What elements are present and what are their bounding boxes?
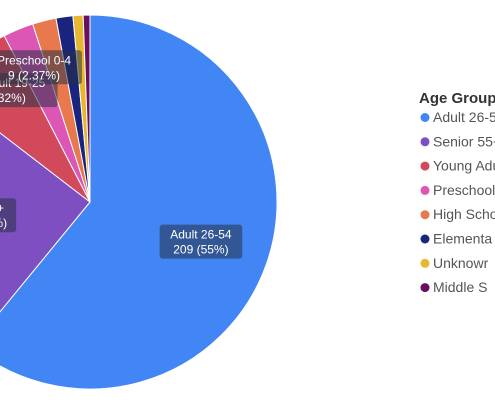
legend-label: Unknowr xyxy=(433,255,489,271)
legend-label: Preschool 0-4 xyxy=(433,182,495,198)
legend-item-elementary[interactable]: Elementa xyxy=(420,231,493,247)
slice-label-name: Preschool 0-4 xyxy=(0,53,71,67)
legend-item-senior-55[interactable]: Senior 55+ xyxy=(420,133,495,149)
slice-label-value: 9 (2.37%) xyxy=(8,68,60,82)
slice-label-name: Senior 55+ xyxy=(0,201,4,215)
pie-slice-adult-26-54[interactable] xyxy=(0,14,278,390)
pie-slice-senior-55[interactable] xyxy=(0,88,91,346)
slice-label-box xyxy=(0,198,17,233)
slice-label-value: 209 (55%) xyxy=(173,243,228,257)
slice-label-value: 24 (6.32%) xyxy=(0,91,26,105)
legend-item-preschool-0-4[interactable]: Preschool 0-4 xyxy=(420,182,495,198)
legend-item-high-school[interactable]: High Scho xyxy=(420,206,495,222)
legend-label: Middle S xyxy=(433,279,487,295)
legend-label: Adult 26-54 xyxy=(433,109,495,125)
legend-swatch xyxy=(420,113,430,122)
legend-item-middle-school[interactable]: Middle S xyxy=(420,279,488,295)
slice-label-value: 84 (22.11%) xyxy=(0,216,7,230)
slice-label-box xyxy=(159,224,243,259)
legend: Age Group Adult 26-54 Senior 55+ Young Adu… xyxy=(419,90,495,295)
legend-swatch xyxy=(420,185,430,195)
legend-label: High Scho xyxy=(433,206,495,222)
slice-label-name: Adult 26-54 xyxy=(170,228,232,242)
slice-label-preschool-0-4: Preschool 0-49 (2.37%) xyxy=(0,50,82,85)
pie-slice-middle-school[interactable] xyxy=(82,14,91,203)
legend-item-unknown[interactable]: Unknowr xyxy=(420,255,489,271)
legend-title: Age Group xyxy=(419,90,495,107)
legend-swatch xyxy=(420,210,430,220)
legend-item-young-adult-19-25[interactable]: Young Adult 19-25 xyxy=(420,158,495,174)
legend-swatch xyxy=(420,234,430,244)
legend-swatch xyxy=(420,137,430,147)
legend-swatch xyxy=(420,283,430,293)
legend-swatch xyxy=(420,161,430,171)
legend-label: Elementa xyxy=(433,231,492,247)
legend-label: Senior 55+ xyxy=(433,133,495,149)
legend-item-adult-26-54[interactable]: Adult 26-54 xyxy=(420,109,495,125)
legend-swatch xyxy=(420,258,430,268)
slice-label-box xyxy=(0,50,82,85)
legend-label: Young Adult 19-25 xyxy=(433,158,495,174)
slice-label-senior-55: Senior 55+84 (22.11%) xyxy=(0,198,17,233)
